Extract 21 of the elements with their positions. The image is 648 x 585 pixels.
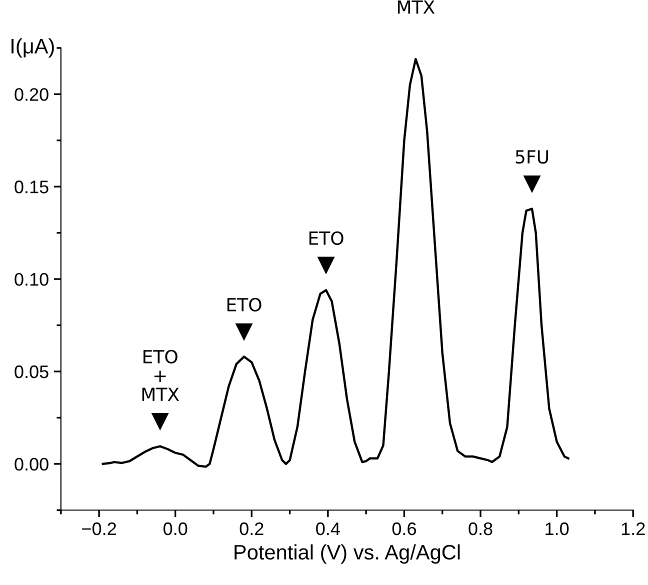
x-tick-label: 1.2 (622, 522, 645, 536)
annotation: 5FU (516, 150, 548, 164)
annotation: ETO (309, 231, 344, 245)
x-tick-label: 1.0 (546, 522, 569, 536)
x-tick-label: 0.2 (240, 522, 264, 536)
x-tick-label: 0.0 (164, 522, 188, 536)
x-tick-label: 0.6 (392, 522, 416, 536)
x-tick-label: −0.2 (82, 522, 116, 536)
y-tick-label: 0.10 (14, 272, 48, 286)
annotation: ETO (227, 298, 262, 312)
annotation: MTX (398, 0, 435, 14)
y-tick-label: 0.05 (14, 365, 48, 378)
x-tick-label: 0.8 (468, 522, 492, 536)
x-axis-title: Potential (V) vs. Ag/AgCl (234, 544, 460, 564)
y-tick-label: 0.00 (14, 458, 48, 471)
line-series (102, 58, 570, 468)
x-tick-label: 0.4 (316, 522, 340, 536)
annotation: ETO + MTX (142, 350, 180, 401)
y-tick-label: 0.20 (14, 88, 48, 101)
y-tick-label: 0.15 (14, 180, 48, 194)
y-axis-title: I(μA) (12, 38, 54, 58)
